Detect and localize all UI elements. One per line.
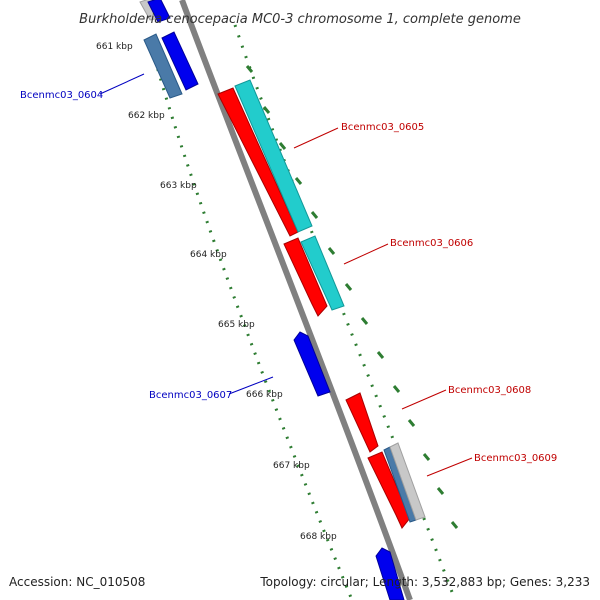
tick-label: 665 kbp	[218, 320, 255, 330]
gene-next-partial[interactable]	[375, 547, 405, 600]
gene-label-bcenmc03-0609[interactable]: Bcenmc03_0609	[474, 453, 557, 464]
gene-labels: Bcenmc03_0604 Bcenmc03_0605 Bcenmc03_060…	[20, 90, 557, 464]
tick-label: 661 kbp	[96, 42, 133, 52]
tick-label: 663 kbp	[160, 181, 197, 191]
tick-labels: 661 kbp 662 kbp 663 kbp 664 kbp 665 kbp …	[96, 42, 337, 542]
topology-label: Topology: circular; Length: 3,532,883 bp…	[259, 575, 590, 589]
gene-label-bcenmc03-0608[interactable]: Bcenmc03_0608	[448, 385, 531, 396]
gene-label-bcenmc03-0607[interactable]: Bcenmc03_0607	[149, 390, 232, 401]
tick-dashes-right	[245, 65, 459, 529]
tick-label: 668 kbp	[300, 532, 337, 542]
gene-label-bcenmc03-0605[interactable]: Bcenmc03_0605	[341, 122, 424, 133]
gene-bcenmc03-0607[interactable]	[293, 331, 331, 397]
gene-bcenmc03-0605[interactable]	[217, 79, 313, 237]
gene-label-bcenmc03-0604[interactable]: Bcenmc03_0604	[20, 90, 103, 101]
map-title: Burkholderia cenocepacia MC0-3 chromosom…	[79, 12, 521, 27]
gene-bcenmc03-0606[interactable]	[283, 235, 345, 317]
accession-label: Accession: NC_010508	[9, 575, 145, 589]
tick-track-right	[233, 24, 457, 600]
label-leaders	[99, 73, 473, 477]
chromosome-backbone	[179, 0, 413, 600]
tick-label: 662 kbp	[128, 111, 165, 121]
gene-bcenmc03-0608[interactable]	[345, 392, 379, 453]
gene-bcenmc03-0609[interactable]	[367, 442, 426, 529]
tick-label: 664 kbp	[190, 250, 227, 260]
tick-label: 667 kbp	[273, 461, 310, 471]
gene-bcenmc03-0604[interactable]	[139, 0, 199, 99]
tick-label: 666 kbp	[246, 390, 283, 400]
gene-label-bcenmc03-0606[interactable]: Bcenmc03_0606	[390, 238, 473, 249]
